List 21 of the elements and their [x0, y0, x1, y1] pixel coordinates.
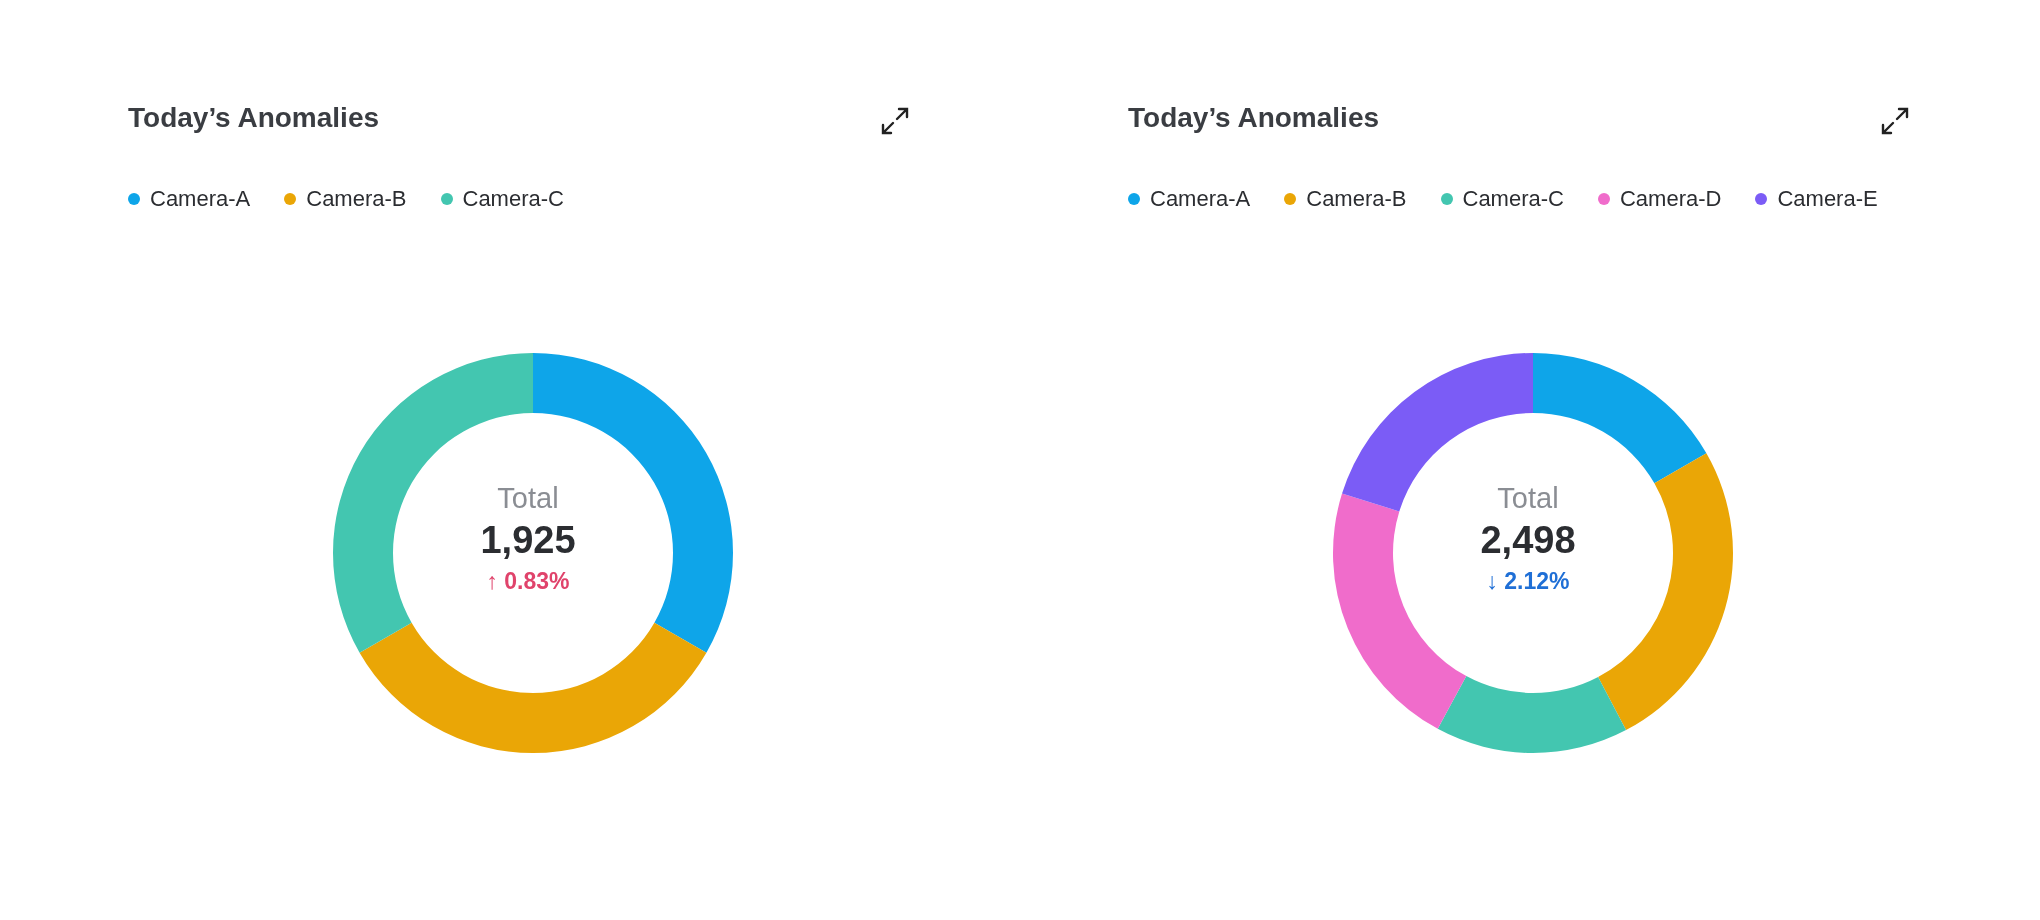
legend-label: Camera-E [1777, 186, 1878, 212]
donut-slice [359, 622, 707, 753]
donut-slice [1598, 453, 1733, 731]
chart-title: Today’s Anomalies [128, 102, 380, 134]
donut-slice [1333, 493, 1467, 729]
legend-label: Camera-B [1306, 186, 1407, 212]
text: Total [496, 482, 560, 515]
donut-slice [1437, 676, 1627, 753]
legend-label: Camera-A [1150, 186, 1251, 212]
text: Total [1496, 482, 1560, 515]
legend-label: Camera-D [1619, 186, 1722, 212]
chart-title: Today’s Anomalies [1128, 102, 1380, 134]
legend-label: Camera-A [150, 186, 251, 212]
text: ↓ 2.12% [1485, 568, 1571, 595]
text: 2,498 [1479, 519, 1577, 562]
legend-label: Camera-B [306, 186, 407, 212]
text: ↑ 0.83% [485, 568, 571, 595]
legend-label: Camera-C [462, 186, 564, 212]
text: 1,925 [479, 519, 577, 562]
donut-slice [1533, 353, 1707, 484]
legend-label: Camera-C [1462, 186, 1564, 212]
